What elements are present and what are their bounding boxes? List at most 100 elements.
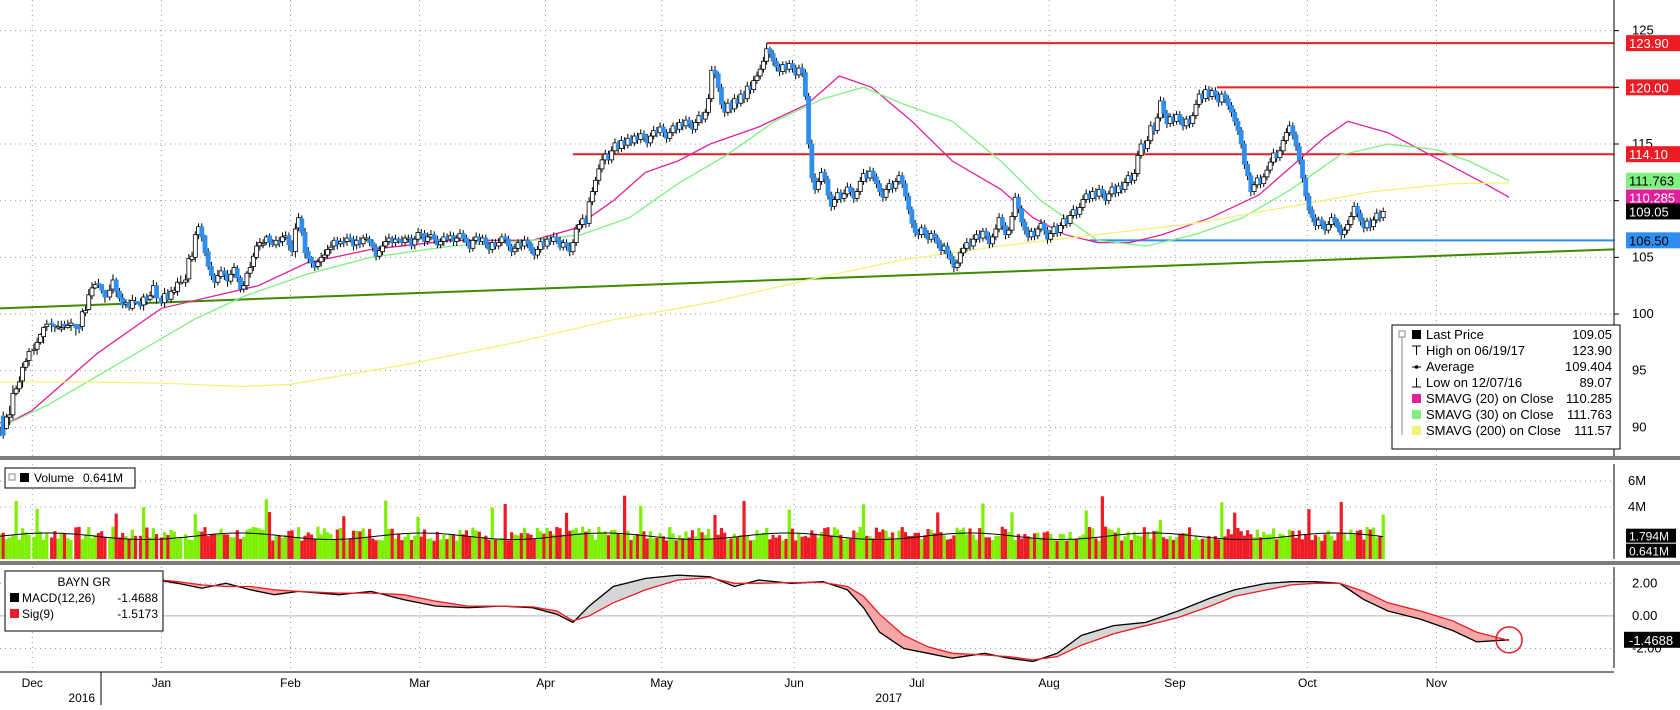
candle-body [120,297,126,306]
volume-bar [516,535,520,559]
volume-bar [542,533,546,559]
volume-bar [513,534,517,559]
candle-body [848,186,853,192]
candle-body [1238,129,1244,145]
volume-bar [190,540,194,559]
volume-bar [400,540,404,559]
volume-bar [903,532,908,559]
volume-bar [526,533,530,559]
volume-bar [287,530,291,559]
candle-body [209,265,214,276]
volume-bar [1320,540,1324,559]
volume-bar [823,528,827,559]
candle-body [254,245,260,258]
panel-separator [0,456,1680,460]
candle-body [186,258,192,280]
candle-body [10,392,16,416]
candle-body [205,251,211,267]
candle-body [234,268,240,279]
candle-body [292,228,298,253]
volume-bar [313,539,317,559]
volume-bar [455,540,459,559]
candle-body [221,270,227,275]
candle-body [141,296,147,306]
volume-bar [439,539,443,559]
volume-bar [290,530,294,559]
candle-body [454,237,460,242]
price-y-tick: 105 [1632,249,1654,264]
volume-bar [187,539,191,559]
volume-bar [1113,532,1117,559]
macd-legend-value: -1.4688 [117,591,158,605]
volume-bar [974,539,979,559]
price-value-tag-label: 109.05 [1629,204,1669,219]
volume-bar [855,532,859,559]
candle-body [1099,188,1105,195]
candle-body [16,381,22,390]
candle-body [202,235,208,254]
volume-bar [232,537,236,559]
volume-bar [480,536,485,559]
macd-series-line [153,576,1510,661]
volume-bar [593,539,598,559]
volume-bar [213,533,217,559]
candle-body [1232,111,1238,122]
candle-body [1261,176,1267,185]
volume-bar [784,538,788,559]
volume-bar [648,531,653,559]
volume-bar [987,537,991,559]
candle-body [770,52,776,62]
volume-bar [868,536,872,559]
macd-fill [403,594,436,607]
candle-body [73,323,79,329]
candle-body [23,361,29,368]
volume-bar [558,528,562,559]
price-value-tag [1626,203,1680,220]
volume-bar [145,527,149,559]
macd-value-tag-label: -1.4688 [1629,633,1673,648]
volume-bar [890,532,895,559]
volume-bar [664,540,669,559]
x-year-label: 2017 [875,691,902,705]
volume-bar [219,528,223,559]
volume-bar [1026,536,1030,559]
x-month-label: Nov [1426,676,1447,690]
volume-bar [409,539,414,559]
candle-body [175,281,180,292]
legend-value: 109.404 [1565,359,1612,374]
candle-body [651,129,657,137]
volume-bar [258,528,262,559]
x-month-label: May [650,676,673,690]
volume-bar [1003,529,1008,559]
volume-bar [0,533,2,559]
volume-bar [56,538,60,559]
candle-body [1245,163,1251,177]
volume-bar [1149,538,1153,559]
candle-body [280,236,285,242]
volume-bar [1365,526,1369,559]
volume-bar [900,527,904,559]
volume-bar [380,540,385,559]
candle-body [147,295,153,300]
legend-swatch [1412,426,1421,435]
candle-body [815,180,821,190]
volume-bar [897,530,901,559]
volume-bar [1226,529,1230,559]
volume-bar [100,531,104,559]
volume-bar [932,533,937,559]
candle-body [1222,93,1228,100]
volume-bar [142,507,146,559]
price-y-tick: 95 [1632,363,1646,378]
candle-body [464,237,469,243]
candle-body [1067,214,1073,224]
volume-bar [1013,540,1017,559]
volume-bar [1042,532,1046,559]
volume-bar [1178,533,1182,559]
volume-bar [1216,539,1221,559]
price-y-tick: 100 [1632,306,1654,321]
candle-body [402,237,408,243]
volume-bar [77,526,81,559]
candle-body [1035,228,1041,237]
candle-body [129,299,135,309]
